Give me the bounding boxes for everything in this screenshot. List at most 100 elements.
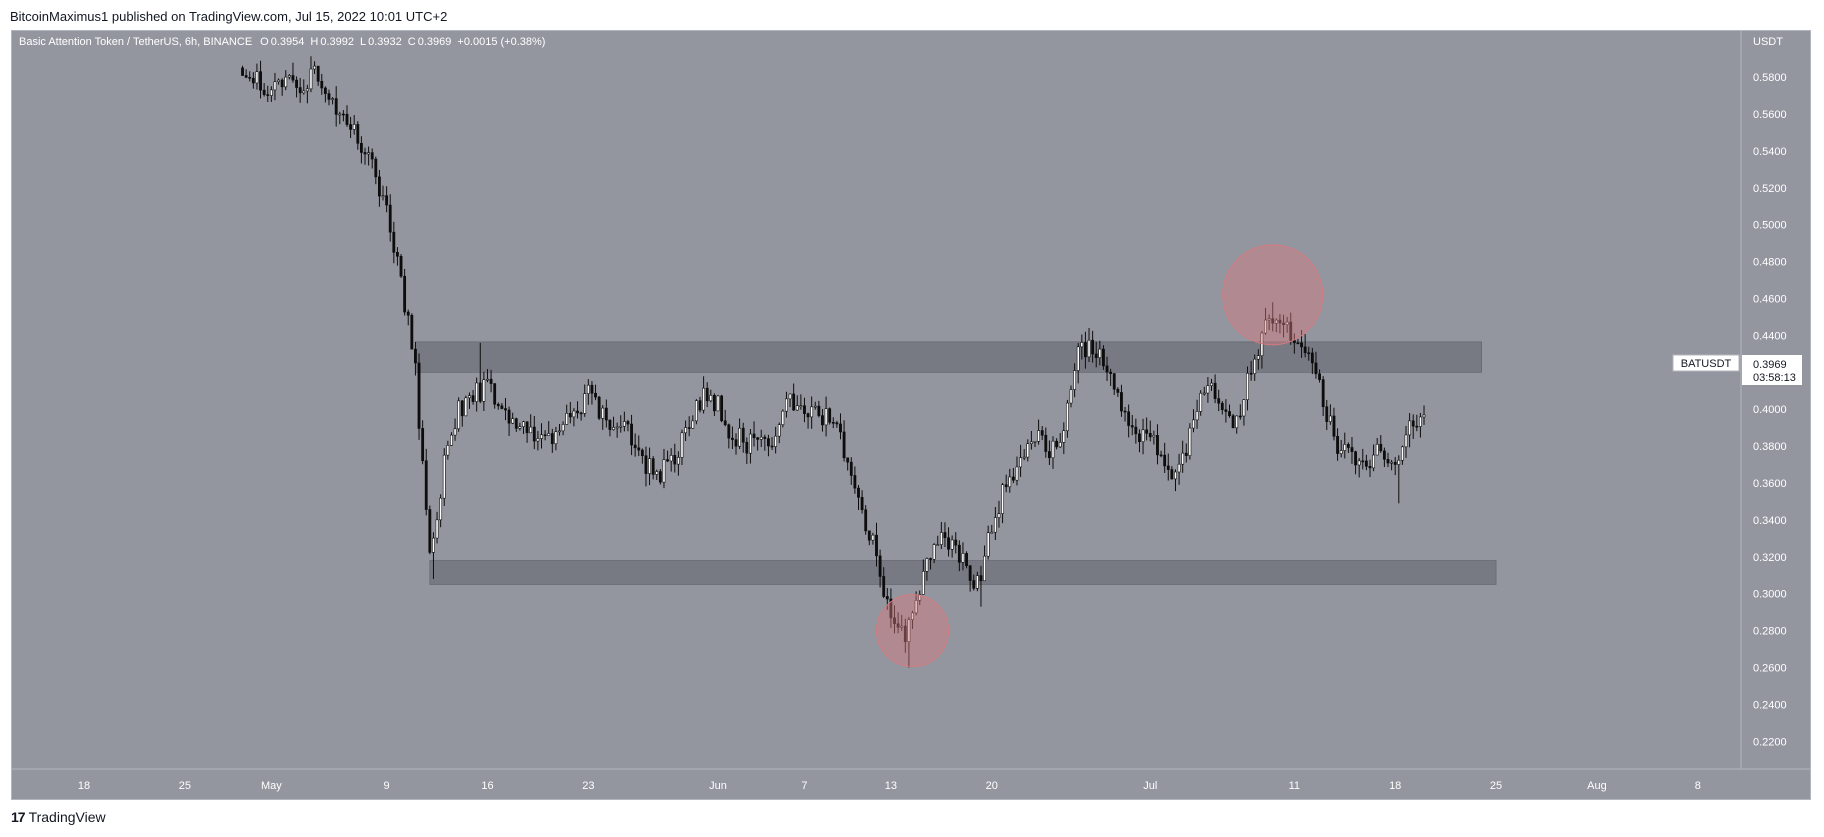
candle <box>1418 412 1422 438</box>
candle <box>979 565 983 607</box>
candle <box>291 62 295 83</box>
candle-body <box>464 397 468 417</box>
candle-body <box>727 424 731 439</box>
candle <box>1051 436 1055 469</box>
candle <box>1069 385 1073 408</box>
candle <box>759 429 763 448</box>
candle <box>1336 428 1339 461</box>
candle-body <box>1047 451 1051 459</box>
candle <box>1192 409 1195 433</box>
candle-body <box>1228 411 1231 417</box>
candle <box>763 434 767 451</box>
candlestick-chart[interactable]: 0.5800 0.5600 0.5400 0.5200 0.5000 0.4800 0.46… <box>12 31 1810 799</box>
candle-body <box>334 98 338 115</box>
candle <box>644 446 648 487</box>
candle <box>817 400 821 418</box>
legend-low-label: L <box>360 36 366 48</box>
candle <box>522 420 525 435</box>
candle-body <box>568 413 572 418</box>
candle <box>338 111 342 125</box>
candle <box>482 371 486 411</box>
candle-body <box>741 427 745 443</box>
candle <box>709 389 713 403</box>
candle <box>525 421 529 443</box>
candle <box>550 428 554 453</box>
candle-body <box>918 594 922 601</box>
candle <box>990 524 994 534</box>
candle-body <box>572 410 576 418</box>
candle <box>731 426 734 450</box>
candle-body <box>385 195 389 206</box>
candle-body <box>504 408 507 411</box>
candle <box>893 605 896 634</box>
candle <box>1361 448 1365 470</box>
candle <box>1073 363 1077 398</box>
candle <box>619 415 623 433</box>
candle-body <box>1328 415 1332 422</box>
candle <box>871 532 875 545</box>
candle <box>1220 401 1224 415</box>
candle <box>1076 343 1080 384</box>
candle <box>1354 450 1357 475</box>
price-tick-label: 0.3800 <box>1753 441 1787 453</box>
candle <box>406 309 410 326</box>
tradingview-footer[interactable]: 17 TradingView <box>11 809 106 825</box>
candle <box>377 169 381 207</box>
candle-body <box>950 539 954 550</box>
candle-body <box>532 426 536 442</box>
candle-body <box>1300 342 1303 348</box>
price-tick-label: 0.2800 <box>1753 626 1787 638</box>
candle-body <box>1127 411 1131 426</box>
candle <box>849 457 853 485</box>
candle-body <box>669 455 673 462</box>
candle-body <box>1105 365 1109 373</box>
candle <box>1282 314 1285 338</box>
candle <box>669 448 673 472</box>
time-tick-label: 25 <box>1490 780 1502 792</box>
candle <box>824 396 828 437</box>
candle <box>821 409 824 432</box>
candle-body <box>1310 352 1314 364</box>
candle-body <box>1130 425 1134 428</box>
candle-body <box>1174 471 1177 480</box>
candle <box>1202 386 1206 396</box>
candle-body <box>550 433 554 445</box>
candle-body <box>640 449 644 457</box>
candle <box>1188 423 1192 460</box>
candle-body <box>1372 454 1376 469</box>
candle <box>1318 369 1321 383</box>
candle-body <box>878 555 882 577</box>
price-tick-label: 0.3400 <box>1753 515 1787 527</box>
candle-body <box>673 455 677 465</box>
candle-body <box>1076 346 1080 371</box>
candle-body <box>1418 416 1422 427</box>
candle-body <box>1015 466 1019 481</box>
candle <box>738 418 742 450</box>
time-tick-label: 7 <box>801 780 807 792</box>
candle <box>1253 354 1257 381</box>
price-tick-label: 0.3600 <box>1753 478 1787 490</box>
candle <box>381 185 385 201</box>
candle <box>568 401 572 424</box>
candle-body <box>1408 420 1412 436</box>
time-tick-label: 8 <box>1695 780 1701 792</box>
candle-body <box>896 623 900 628</box>
candle <box>320 73 324 95</box>
candle <box>911 610 914 629</box>
candle-body <box>511 418 515 424</box>
candle <box>457 397 461 432</box>
candle <box>781 409 785 428</box>
candle <box>295 76 298 98</box>
candle-body <box>867 530 871 541</box>
candle-body <box>493 383 497 405</box>
candle <box>1138 429 1141 453</box>
candle-body <box>929 558 932 560</box>
candle <box>554 426 558 451</box>
candle <box>316 65 320 86</box>
candle-body <box>1170 469 1174 480</box>
candle <box>244 69 248 79</box>
candle-body <box>932 544 936 560</box>
candle <box>540 423 543 449</box>
candle-body <box>821 415 824 426</box>
candle <box>399 254 403 278</box>
